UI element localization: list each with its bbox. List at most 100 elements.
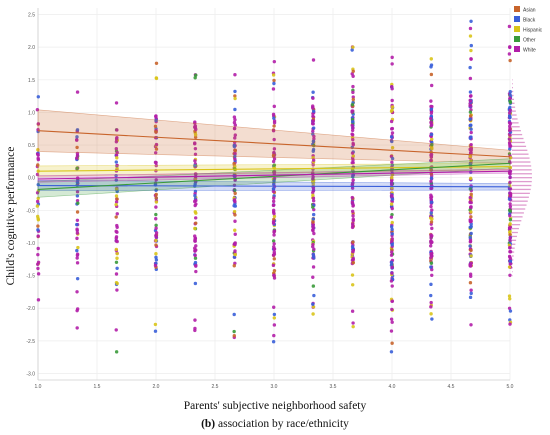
legend-label-hispanic: Hispanic (523, 28, 543, 34)
data-point (508, 202, 512, 206)
data-point (272, 59, 277, 64)
data-point (232, 209, 237, 214)
data-point (154, 243, 158, 247)
data-point (271, 208, 276, 213)
density-bar (512, 263, 514, 265)
data-point (351, 90, 355, 95)
data-point (311, 106, 315, 110)
data-point (351, 223, 355, 228)
density-bar (512, 137, 524, 140)
data-point (508, 45, 512, 49)
density-bar (512, 102, 515, 104)
data-point (507, 137, 512, 141)
data-point (429, 65, 433, 69)
data-point (272, 116, 276, 120)
x-tick-label: 1.0 (35, 384, 42, 390)
density-bar (512, 79, 513, 81)
data-point (389, 225, 394, 229)
data-point (390, 156, 395, 161)
data-point (351, 324, 355, 329)
density-bar (512, 216, 523, 218)
data-point (508, 218, 513, 222)
fit-line-white (37, 170, 511, 180)
density-bar (512, 224, 521, 226)
data-point (194, 127, 198, 132)
data-point (312, 247, 316, 251)
caption-text: association by race/ethnicity (215, 418, 349, 430)
density-bar (512, 122, 519, 124)
data-point (36, 260, 41, 265)
data-point (272, 211, 276, 216)
data-point (311, 147, 316, 152)
data-point (350, 209, 355, 214)
data-point (194, 73, 198, 77)
legend: Asian Black Hispanic Other White (514, 6, 543, 54)
data-point (232, 161, 236, 166)
data-point (351, 137, 355, 142)
data-point (75, 253, 80, 257)
data-point (390, 105, 395, 109)
data-point (508, 128, 512, 133)
data-point (390, 299, 395, 303)
data-point (469, 127, 473, 131)
data-point (430, 208, 434, 212)
data-point (390, 227, 394, 232)
data-point (468, 205, 473, 209)
data-point (429, 132, 434, 137)
data-point (154, 205, 158, 209)
data-point (507, 24, 512, 29)
data-point (350, 186, 355, 190)
data-point (36, 224, 40, 228)
data-point (389, 317, 394, 321)
confidence-band-other (37, 158, 511, 198)
data-point (35, 199, 40, 204)
data-point (114, 160, 119, 164)
data-point (429, 57, 433, 61)
data-point (507, 141, 512, 145)
data-point (351, 321, 355, 325)
data-point (429, 152, 434, 157)
data-point (233, 107, 237, 112)
data-point (115, 281, 119, 286)
data-point (153, 160, 158, 165)
data-point (115, 225, 119, 229)
data-point (154, 118, 158, 123)
data-point (468, 244, 472, 248)
data-point (429, 204, 433, 209)
data-point (115, 156, 119, 160)
data-point (508, 58, 512, 63)
data-point (429, 282, 433, 287)
data-point (508, 236, 512, 240)
data-point (507, 265, 512, 269)
data-point (75, 135, 79, 139)
data-point (193, 146, 198, 151)
data-point (468, 219, 473, 224)
data-point (193, 76, 197, 80)
data-point (233, 228, 237, 232)
density-bar (512, 133, 523, 136)
data-point (233, 204, 238, 208)
data-point (390, 55, 394, 60)
data-point (194, 269, 198, 274)
data-point (350, 128, 355, 133)
data-point (508, 169, 513, 174)
data-point (153, 263, 158, 268)
data-point (508, 262, 512, 266)
data-point (507, 111, 512, 115)
data-point (75, 218, 80, 222)
data-point (232, 264, 236, 268)
data-point (312, 293, 316, 298)
data-point (154, 226, 158, 230)
density-bar (512, 130, 521, 132)
data-point (429, 265, 433, 269)
density-bar (512, 173, 532, 175)
data-point (233, 96, 237, 101)
data-point (508, 90, 512, 94)
data-point (469, 248, 473, 253)
data-point (75, 166, 79, 170)
data-point (232, 312, 236, 317)
data-point (232, 198, 237, 202)
data-point (271, 221, 276, 225)
data-point (193, 249, 197, 253)
data-point (311, 109, 316, 114)
